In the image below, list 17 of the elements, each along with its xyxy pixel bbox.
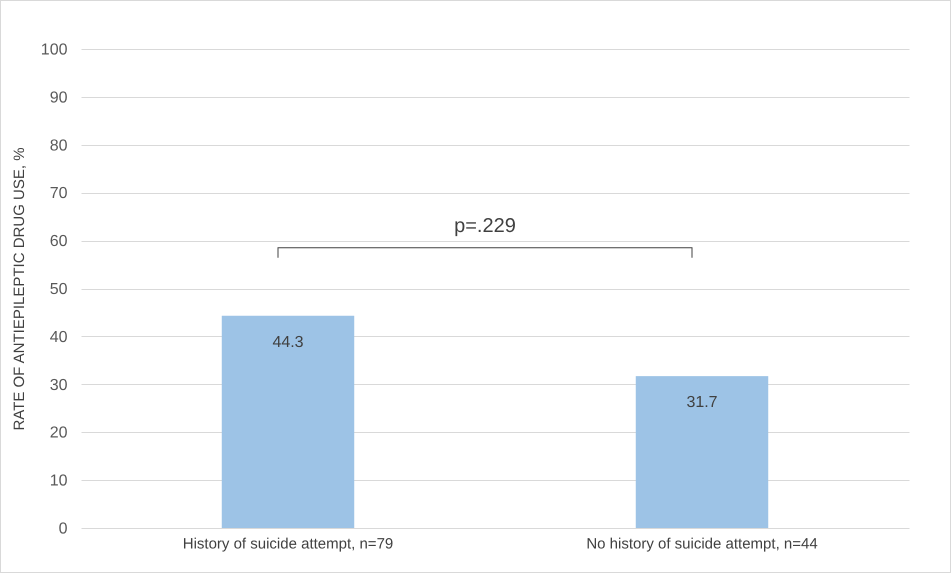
y-tick-label: 60: [50, 233, 68, 250]
x-tick-label: No history of suicide attempt, n=44: [586, 536, 818, 552]
annotation: p=.229: [454, 214, 516, 237]
y-tick-label: 30: [50, 376, 68, 394]
y-tick-label: 100: [40, 42, 68, 58]
x-tick-label: History of suicide attempt, n=79: [182, 536, 394, 552]
data-label: 44.3: [272, 334, 304, 351]
y-tick-label: 0: [58, 520, 68, 538]
y-axis-title: RATE OF ANTIEPILEPTIC DRUG USE, %: [10, 147, 28, 431]
y-tick-label: 40: [50, 328, 68, 346]
y-tick-label: 50: [50, 281, 68, 298]
y-tick-label: 70: [50, 185, 68, 202]
data-label: 31.7: [686, 394, 718, 412]
y-tick-label: 90: [50, 89, 68, 106]
y-tick-label: 10: [50, 472, 68, 490]
y-tick-label: 80: [50, 137, 68, 154]
y-tick-label: 20: [50, 424, 68, 442]
